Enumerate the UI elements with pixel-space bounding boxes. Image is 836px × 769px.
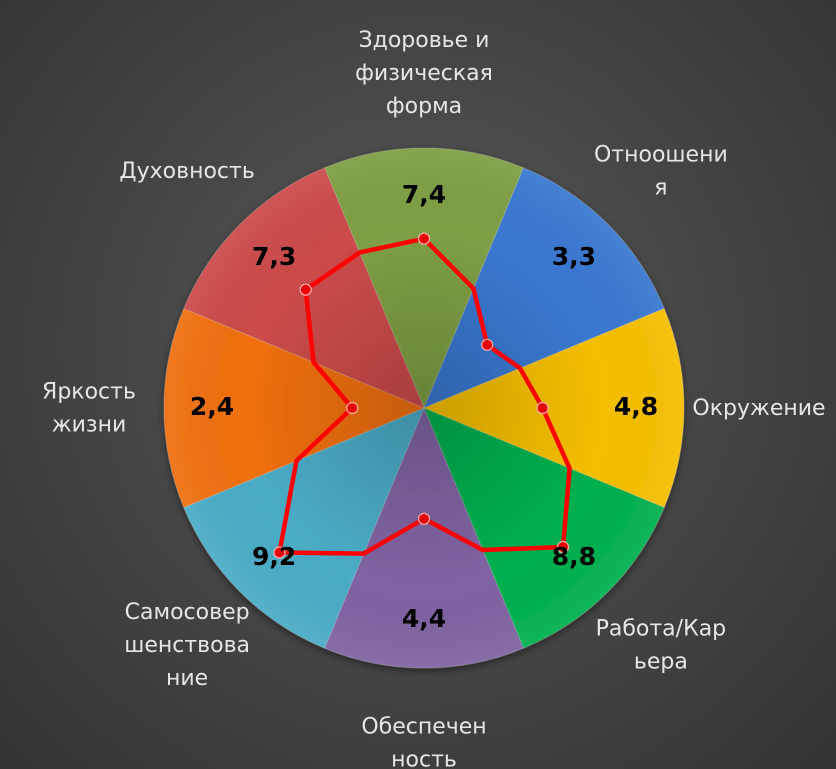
value-marker (481, 338, 494, 351)
category-label-line: Окружение (692, 396, 825, 421)
category-label-line: физическая (355, 61, 493, 86)
category-label: Здоровье и физическая форма (355, 28, 493, 119)
value-label: 8,8 (552, 542, 596, 571)
category-label-line: Здоровье и (359, 28, 490, 53)
value-label: 9,2 (252, 542, 296, 571)
category-labels: Здоровье и физическая форма Отноошени я Окруж… (42, 28, 826, 769)
category-label-line: Обеспечен (361, 715, 486, 740)
value-label: 2,4 (190, 392, 234, 421)
pie-slices (163, 147, 685, 669)
category-label-line: шенствова (124, 633, 250, 658)
value-marker (417, 232, 431, 245)
value-overlay (273, 232, 572, 559)
value-marker (346, 401, 359, 415)
value-label: 7,3 (252, 242, 296, 271)
category-label-line: я (654, 176, 667, 201)
value-label: 3,3 (552, 242, 596, 271)
category-label-line: Самосовер (125, 600, 250, 625)
category-label-line: ность (391, 748, 457, 769)
category-label: Обеспечен ность (361, 715, 486, 769)
value-label: 7,4 (402, 180, 446, 209)
category-label: Яркость жизни (42, 380, 136, 438)
category-label: Самосовер шенствова ние (124, 600, 250, 691)
category-label-line: Работа/Кар (596, 616, 727, 641)
value-label: 4,8 (614, 392, 658, 421)
category-label-line: форма (386, 94, 462, 119)
value-marker (417, 512, 431, 525)
category-label-line: Яркость (42, 380, 136, 405)
category-label: Окружение (692, 396, 825, 421)
category-label-line: ьера (634, 649, 688, 674)
value-label: 4,4 (402, 604, 446, 633)
value-marker (556, 540, 570, 554)
category-label-line: Духовность (119, 159, 254, 184)
value-labels: 7,4 3,3 4,8 8,8 4,4 9,2 2,4 7,3 (190, 180, 658, 633)
value-marker (273, 546, 286, 559)
pie-shading (164, 148, 684, 668)
category-label-line: Отноошени (594, 143, 728, 168)
value-marker (299, 283, 312, 296)
value-marker (536, 401, 549, 415)
category-label: Духовность (119, 159, 254, 184)
category-label-line: ние (166, 666, 208, 691)
category-label: Работа/Кар ьера (596, 616, 727, 674)
category-label: Отноошени я (594, 143, 728, 201)
category-label-line: жизни (52, 413, 127, 438)
